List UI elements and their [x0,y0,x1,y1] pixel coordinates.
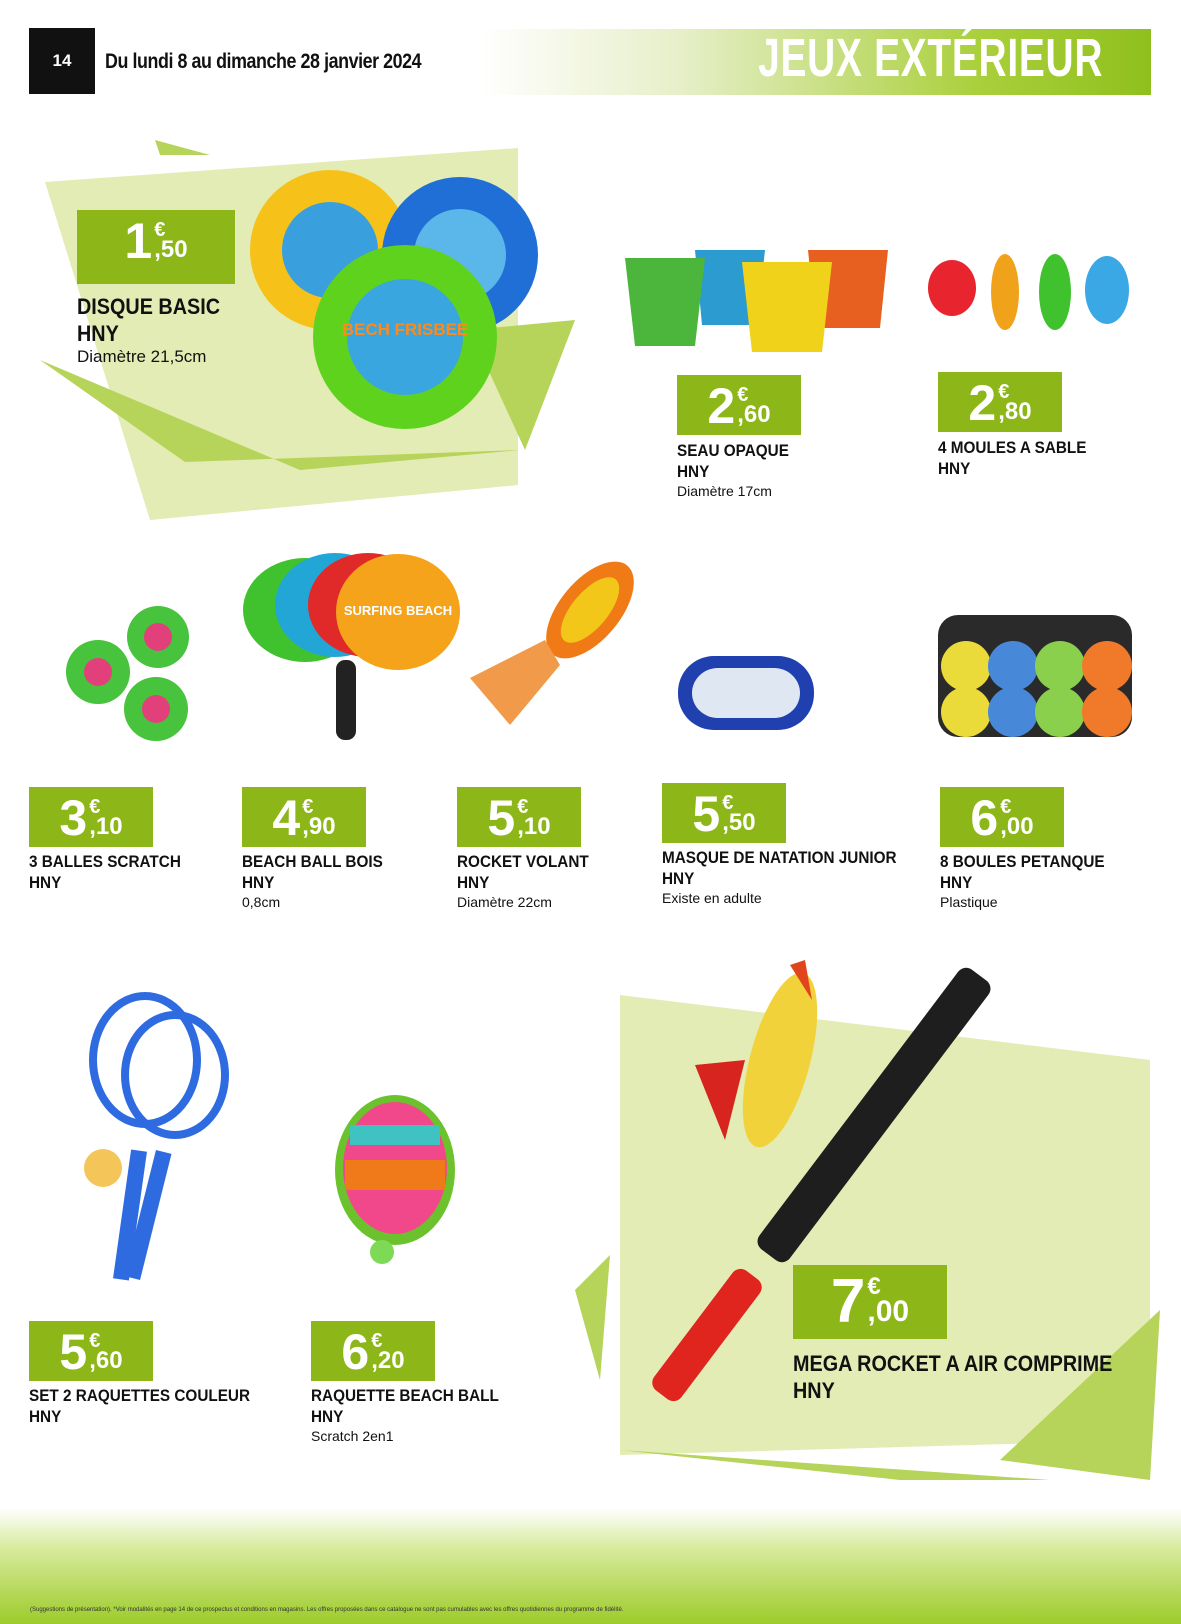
euro-symbol: € [867,1273,881,1300]
price-decimal: ,20 [371,1347,405,1374]
price-integer: 1 [124,213,153,269]
price-integer: 5 [692,786,721,842]
product-brand: HNY [311,1407,344,1426]
buckets-image [625,250,888,352]
price-decimal: ,50 [722,809,756,836]
product-name: RAQUETTE BEACH BALL [311,1386,499,1405]
euro-symbol: € [89,796,101,818]
sand-moulds-image [928,254,1129,330]
product-brand: HNY [662,869,695,888]
product-detail: Existe en adulte [662,890,762,906]
swim-mask-image [678,656,814,730]
price-tag-beach-ball-bois: 4 € ,90 [242,787,366,847]
price-tag-set-raquettes: 5 € ,60 [29,1321,153,1381]
price-decimal: ,90 [302,813,336,840]
flying-rocket-image [470,561,634,725]
product-name: ROCKET VOLANT [457,852,589,871]
price-integer: 2 [707,378,736,434]
product-brand: HNY [457,873,490,892]
product-name: SEAU OPAQUE [677,441,789,460]
product-brand: HNY [940,873,973,892]
beach-rackets-image: SURFING BEACH [243,553,460,740]
euro-symbol: € [517,796,529,818]
page-number: 14 [29,28,95,94]
price-integer: 5 [487,790,516,846]
price-integer: 7 [830,1267,866,1336]
product-name: DISQUE BASIC [77,294,221,319]
product-brand: HNY [938,459,971,478]
product-name: MEGA ROCKET A AIR COMPRIME [793,1351,1113,1376]
price-tag-masque: 5 € ,50 [662,783,786,843]
euro-symbol: € [89,1330,101,1352]
product-name: SET 2 RAQUETTES COULEUR [29,1386,251,1405]
section-title: JEUX EXTÉRIEUR [758,28,1103,88]
price-tag-disque: 1 € ,50 [77,210,235,284]
legal-notice: (Suggestions de présentation). *Voir mod… [30,1607,624,1613]
euro-symbol: € [1000,796,1012,818]
date-range: Du lundi 8 au dimanche 28 janvier 2024 [105,50,422,73]
price-decimal: ,00 [867,1295,910,1328]
scratch-balls-image [66,606,189,741]
euro-symbol: € [998,381,1010,403]
price-integer: 5 [59,1324,88,1380]
price-decimal: ,60 [737,401,771,428]
frisbee-image: BECH FRISBEE [250,170,538,429]
product-detail: Diamètre 22cm [457,894,552,910]
product-brand: HNY [793,1378,835,1403]
price-decimal: ,00 [1000,813,1034,840]
price-decimal: ,60 [89,1347,123,1374]
price-integer: 6 [970,790,999,846]
product-detail: 0,8cm [242,894,281,910]
euro-symbol: € [154,219,166,241]
euro-symbol: € [371,1330,383,1352]
euro-symbol: € [722,792,734,814]
frisbee-print-text: BECH FRISBEE [342,320,469,339]
price-decimal: ,80 [998,398,1032,425]
euro-symbol: € [737,384,749,406]
product-detail: Diamètre 17cm [677,483,772,499]
price-integer: 6 [341,1324,370,1380]
product-detail: Scratch 2en1 [311,1428,394,1444]
product-brand: HNY [29,1407,62,1426]
price-integer: 3 [59,790,88,846]
product-name: MASQUE DE NATATION JUNIOR [662,848,897,867]
price-tag-moules: 2 € ,80 [938,372,1062,432]
racket-print-text: SURFING BEACH [344,603,452,618]
product-name: BEACH BALL BOIS [242,852,383,871]
price-tag-mega-rocket: 7 € ,00 [793,1265,947,1339]
price-decimal: ,50 [154,236,188,263]
price-decimal: ,10 [517,813,551,840]
mega-rocket-image [652,960,991,1402]
product-name: 3 BALLES SCRATCH [29,852,181,871]
product-brand: HNY [29,873,62,892]
section-banner [480,29,1151,95]
tennis-rackets-image [84,992,229,1281]
product-detail: Diamètre 21,5cm [77,347,207,366]
product-name: 8 BOULES PETANQUE [940,852,1105,871]
product-detail: Plastique [940,894,998,910]
product-brand: HNY [677,462,710,481]
price-tag-balles: 3 € ,10 [29,787,153,847]
price-tag-raquette-beach-ball: 6 € ,20 [311,1321,435,1381]
price-integer: 2 [968,375,997,431]
price-integer: 4 [272,790,301,846]
petanque-balls-image [938,615,1132,737]
euro-symbol: € [302,796,314,818]
product-name: 4 MOULES A SABLE [938,438,1087,457]
footer-gradient [0,1508,1181,1624]
price-tag-boules: 6 € ,00 [940,787,1064,847]
price-decimal: ,10 [89,813,123,840]
product-brand: HNY [242,873,275,892]
product-brand: HNY [77,321,119,346]
scratch-racket-image [335,1095,455,1264]
price-tag-seau: 2 € ,60 [677,375,801,435]
price-tag-rocket-volant: 5 € ,10 [457,787,581,847]
